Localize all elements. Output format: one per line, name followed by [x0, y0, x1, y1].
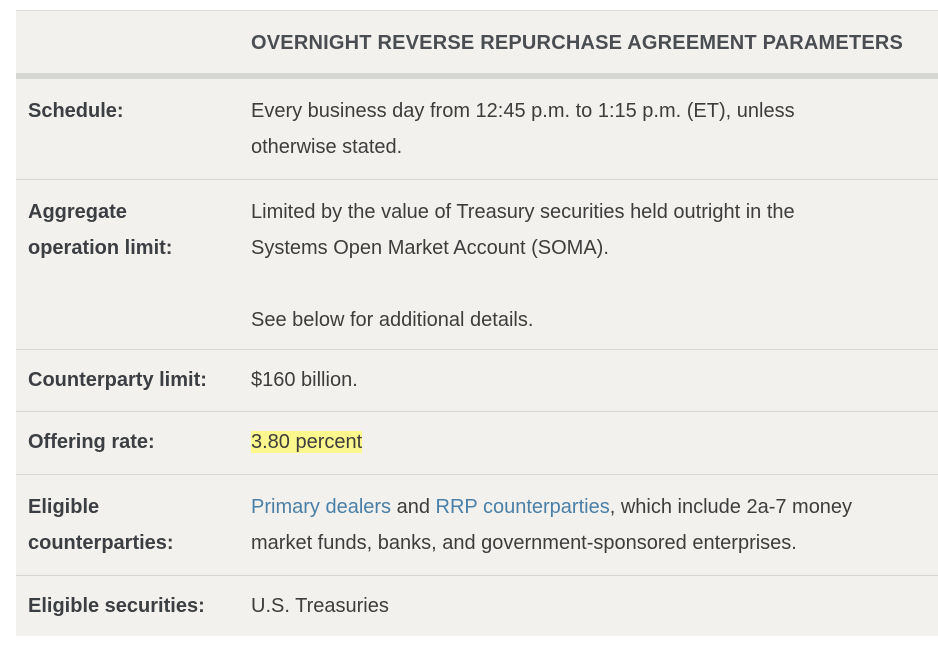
eligible-counterparties-label-line2: counterparties: [28, 532, 174, 554]
counterparties-trailing-text: , which include 2a-7 money [609, 496, 853, 518]
connector-text: and [391, 496, 436, 518]
schedule-label: Schedule: [28, 100, 124, 122]
primary-dealers-link[interactable]: Primary dealers [251, 496, 392, 518]
table-row-counterparty-limit: Counterparty limit: $160 billion. [16, 350, 938, 412]
table-title: OVERNIGHT REVERSE REPURCHASE AGREEMENT P… [251, 32, 904, 54]
parameters-table: OVERNIGHT REVERSE REPURCHASE AGREEMENT P… [16, 10, 938, 636]
offering-rate-value-cell: 3.80 percent [251, 424, 918, 460]
schedule-value: Every business day from 12:45 p.m. to 1:… [251, 93, 918, 165]
offering-rate-value: 3.80 percent [251, 431, 363, 453]
table-row-eligible-securities: Eligible securities: U.S. Treasuries [16, 576, 938, 636]
schedule-value-line2: otherwise stated. [251, 136, 403, 158]
table-row-offering-rate: Offering rate: 3.80 percent [16, 412, 938, 475]
aggregate-value-line2: Systems Open Market Account (SOMA). [251, 237, 609, 259]
aggregate-value: Limited by the value of Treasury securit… [251, 194, 918, 338]
eligible-securities-label: Eligible securities: [28, 595, 205, 617]
table-row-schedule: Schedule: Every business day from 12:45 … [16, 79, 938, 180]
eligible-counterparties-label: Eligible counterparties: [28, 489, 174, 561]
eligible-counterparties-label-line1: Eligible [28, 496, 100, 518]
eligible-counterparties-value: Primary dealers and RRP counterparties, … [251, 489, 918, 561]
aggregate-label-line2: operation limit: [28, 237, 173, 259]
table-row-aggregate: Aggregate operation limit: Limited by th… [16, 180, 938, 350]
counterparty-limit-value: $160 billion. [251, 369, 358, 391]
schedule-value-line1: Every business day from 12:45 p.m. to 1:… [251, 100, 795, 122]
paragraph-gap [251, 266, 918, 302]
rrp-counterparties-link[interactable]: RRP counterparties [435, 496, 610, 518]
table-row-eligible-counterparties: Eligible counterparties: Primary dealers… [16, 475, 938, 576]
offering-rate-label: Offering rate: [28, 431, 155, 453]
eligible-securities-value: U.S. Treasuries [251, 595, 389, 617]
aggregate-label-line1: Aggregate [28, 201, 127, 223]
aggregate-value-line3: See below for additional details. [251, 309, 534, 331]
eligible-counterparties-value-line1: Primary dealers and RRP counterparties, … [251, 489, 918, 525]
aggregate-value-line1: Limited by the value of Treasury securit… [251, 201, 795, 223]
aggregate-label: Aggregate operation limit: [28, 194, 172, 266]
eligible-counterparties-value-line2: market funds, banks, and government-spon… [251, 532, 797, 554]
table-header: OVERNIGHT REVERSE REPURCHASE AGREEMENT P… [16, 11, 938, 79]
counterparty-limit-label: Counterparty limit: [28, 369, 207, 391]
